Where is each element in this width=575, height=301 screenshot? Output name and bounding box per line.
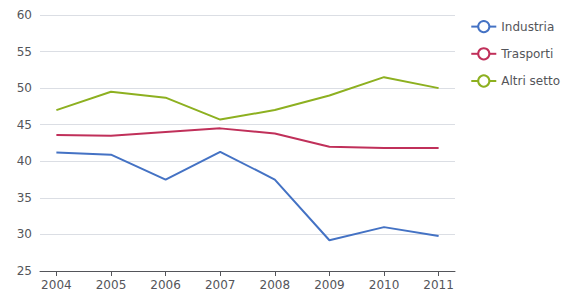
svg-text:Altri setto: Altri setto	[501, 74, 560, 88]
svg-text:50: 50	[17, 81, 32, 95]
svg-text:2009: 2009	[314, 278, 345, 292]
svg-text:2005: 2005	[96, 278, 127, 292]
svg-text:55: 55	[17, 45, 32, 59]
svg-text:Industria: Industria	[501, 20, 554, 34]
svg-text:2006: 2006	[150, 278, 181, 292]
svg-text:25: 25	[17, 264, 32, 278]
svg-text:30: 30	[17, 227, 32, 241]
svg-text:2007: 2007	[205, 278, 236, 292]
svg-text:2004: 2004	[41, 278, 72, 292]
svg-text:2008: 2008	[260, 278, 291, 292]
svg-text:60: 60	[17, 8, 32, 22]
svg-text:2010: 2010	[369, 278, 400, 292]
svg-text:40: 40	[17, 154, 32, 168]
svg-text:35: 35	[17, 191, 32, 205]
svg-text:45: 45	[17, 118, 32, 132]
svg-text:2011: 2011	[423, 278, 454, 292]
svg-text:Trasporti: Trasporti	[500, 47, 553, 61]
